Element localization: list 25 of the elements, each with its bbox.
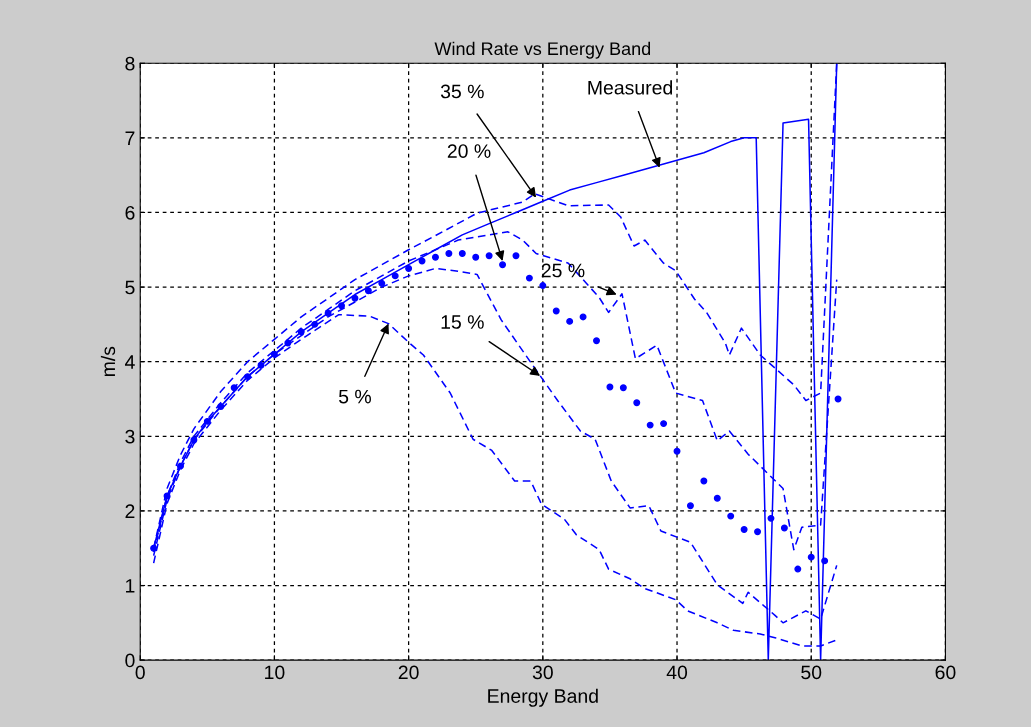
y-tick-label: 7	[125, 131, 135, 145]
annotation: 25 %	[541, 263, 585, 278]
annotation: 5 %	[338, 389, 371, 404]
annotation: 20 %	[447, 144, 491, 158]
y-tick-label: 4	[124, 355, 135, 369]
y-tick-label: 5	[125, 280, 135, 295]
x-tick-label: 10	[265, 665, 285, 680]
y-tick-label: 1	[126, 579, 135, 593]
x-tick-label: 50	[801, 665, 822, 680]
x-tick-label: 60	[935, 665, 956, 680]
y-tick-label: 8	[125, 56, 135, 71]
annotation: Measured	[588, 80, 673, 95]
y-tick-label: 0	[125, 653, 135, 668]
chart-title: Wind Rate vs Energy Band	[434, 41, 651, 59]
x-tick-label: 0	[135, 665, 145, 680]
x-axis-title: Energy Band	[488, 688, 598, 707]
y-axis-title: m/s	[100, 346, 116, 377]
x-tick-label: 20	[398, 665, 419, 680]
x-tick-label: 30	[532, 665, 553, 680]
x-tick-label: 40	[666, 665, 688, 680]
y-tick-label: 2	[125, 504, 135, 518]
annotation: 35 %	[440, 84, 484, 99]
y-tick-label: 3	[125, 429, 135, 444]
annotation: 15 %	[441, 315, 484, 329]
y-tick-label: 6	[125, 205, 135, 220]
